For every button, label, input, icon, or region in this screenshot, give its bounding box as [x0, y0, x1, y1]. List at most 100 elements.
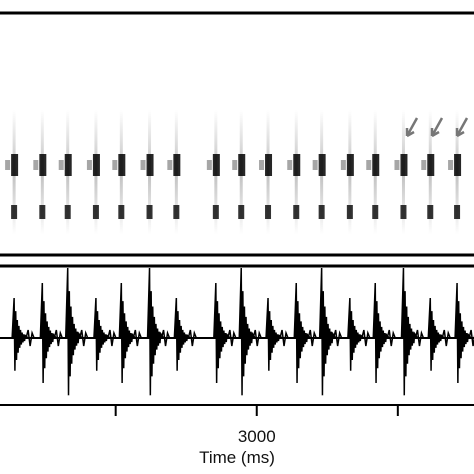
- pulse-echo: [78, 329, 89, 347]
- formant-low: [238, 205, 245, 219]
- pulse-spectrum: [394, 110, 408, 235]
- pulse-spectrum: [421, 110, 435, 235]
- formant: [11, 154, 19, 176]
- x-axis-label: Time (ms): [199, 448, 275, 467]
- formant-side: [394, 160, 400, 170]
- formant-side: [259, 160, 265, 170]
- x-axis-ticks: 3000: [114, 405, 399, 446]
- formant-side: [421, 160, 427, 170]
- formant: [146, 154, 154, 176]
- formant-side: [33, 160, 39, 170]
- pulse-waveform: [265, 297, 283, 371]
- formant-side: [58, 160, 64, 170]
- pulse-echo: [160, 329, 171, 347]
- pulse-spectrum: [206, 110, 220, 235]
- pulse-waveform: [39, 282, 57, 384]
- formant-side: [287, 160, 293, 170]
- formant-side: [206, 160, 212, 170]
- spectrogram-panel: [5, 110, 462, 235]
- formant: [318, 154, 326, 176]
- pulse-echo: [386, 329, 396, 347]
- pulse-spectrum: [448, 110, 462, 235]
- pulse-echo: [307, 329, 317, 347]
- formant-low: [92, 205, 99, 219]
- formant: [372, 154, 380, 176]
- pulse-echo: [187, 329, 198, 347]
- formant: [265, 154, 273, 176]
- pulse-waveform: [372, 282, 390, 384]
- formant-low: [118, 205, 125, 219]
- pulse-spectrum: [86, 110, 100, 235]
- formant: [92, 154, 100, 176]
- pulse-waveform: [454, 282, 472, 384]
- formant: [346, 154, 354, 176]
- formant: [238, 154, 246, 176]
- pulse-spectrum: [5, 110, 19, 235]
- pulse-waveform: [118, 282, 136, 384]
- formant-low: [64, 205, 71, 219]
- pulse-waveform: [146, 267, 165, 396]
- arrow: [430, 117, 444, 138]
- formant-low: [11, 205, 18, 219]
- arrows: [405, 117, 469, 138]
- formant-low: [212, 205, 219, 219]
- formant-side: [232, 160, 238, 170]
- formant-low: [146, 205, 153, 219]
- pulse-spectrum: [33, 110, 47, 235]
- formant-side: [340, 160, 346, 170]
- pulse-spectrum: [287, 110, 301, 235]
- pulse-spectrum: [58, 110, 72, 235]
- formant-low: [265, 205, 272, 219]
- pulse-spectrum: [259, 110, 273, 235]
- formant-low: [293, 205, 300, 219]
- pulse-echo: [414, 329, 425, 347]
- formant-side: [86, 160, 92, 170]
- formant-low: [318, 205, 325, 219]
- pulse-waveform: [293, 282, 311, 384]
- pulse-waveform: [238, 267, 256, 396]
- formant-side: [448, 160, 454, 170]
- pulse-spectrum: [366, 110, 380, 235]
- formant: [118, 154, 126, 176]
- pulse-waveform: [427, 297, 445, 371]
- pulse-spectrum: [167, 110, 181, 235]
- pulse-waveform: [93, 297, 111, 371]
- formant-side: [5, 160, 11, 170]
- pulse-spectrum: [232, 110, 246, 235]
- formant: [173, 154, 181, 176]
- formant-low: [454, 205, 461, 219]
- pulse-spectrum: [140, 110, 154, 235]
- formant: [427, 154, 435, 176]
- formant-low: [427, 205, 434, 219]
- pulse-echo: [53, 329, 64, 347]
- arrow: [405, 117, 419, 138]
- pulse-echo: [107, 329, 117, 347]
- formant: [454, 154, 462, 176]
- pulse-waveform: [213, 282, 231, 384]
- formant-low: [400, 205, 407, 219]
- formant: [293, 154, 301, 176]
- pulse-waveform: [64, 267, 83, 396]
- pulse-spectrum: [312, 110, 326, 235]
- pulse-echo: [332, 329, 343, 347]
- waveform-panel: [0, 267, 474, 396]
- formant-side: [167, 160, 173, 170]
- pulse-waveform: [318, 267, 337, 396]
- formant-low: [372, 205, 379, 219]
- formant: [64, 154, 72, 176]
- pulse-waveform: [173, 297, 191, 371]
- pulse-echo: [227, 329, 237, 347]
- formant-low: [346, 205, 353, 219]
- formant-low: [39, 205, 46, 219]
- pulse-echo: [132, 329, 143, 347]
- x-tick-label: 3000: [238, 427, 276, 446]
- pulse-echo: [279, 329, 289, 347]
- pulse-spectrum: [340, 110, 354, 235]
- pulse-echo: [252, 329, 262, 347]
- pulse-echo: [441, 329, 451, 347]
- formant-low: [173, 205, 180, 219]
- formant-side: [140, 160, 146, 170]
- pulse-echo: [361, 329, 371, 347]
- formant: [39, 154, 47, 176]
